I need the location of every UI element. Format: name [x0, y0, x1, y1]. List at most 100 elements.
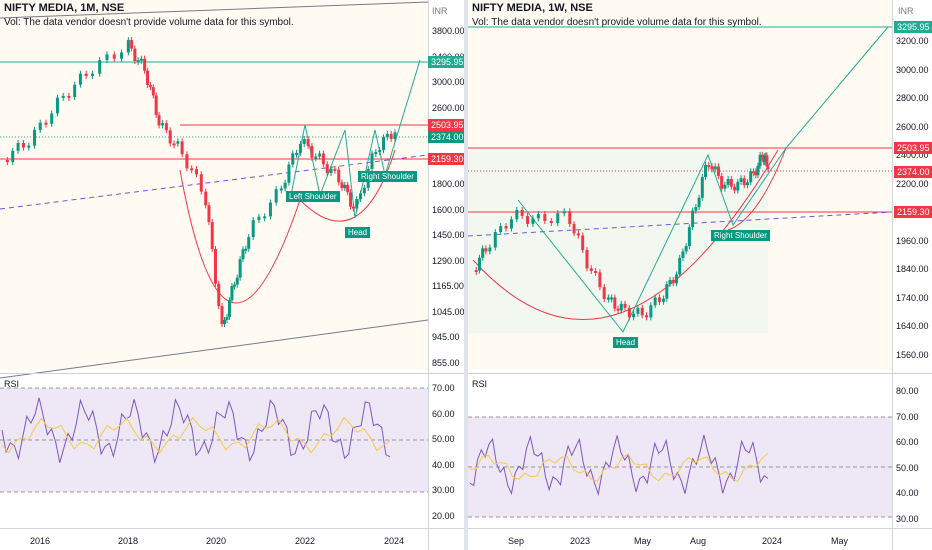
rprice-tick: 2400.00 — [896, 150, 929, 160]
candle-body — [257, 216, 261, 221]
left-resistance-badge: 2503.95 — [428, 119, 464, 131]
candle-body — [758, 154, 762, 166]
candle-body — [295, 152, 299, 155]
candle-body — [484, 248, 488, 252]
candle-body — [90, 73, 94, 76]
right-rsi-label: RSI — [472, 379, 488, 389]
lprice-tick: 1165.00 — [432, 281, 464, 291]
candle-body — [742, 178, 746, 186]
candle-body — [73, 84, 77, 98]
r-trend-dashed-line — [468, 211, 893, 237]
right-time-tick: May — [634, 536, 652, 546]
candle-body — [760, 154, 764, 158]
candle-body — [668, 279, 672, 285]
candle-body — [610, 297, 614, 300]
left-chart-canvas[interactable] — [0, 0, 464, 550]
candle-body — [393, 132, 397, 139]
lprice-tick: 1290.00 — [432, 255, 464, 266]
chart-separator[interactable] — [464, 0, 468, 550]
candle-body — [745, 182, 749, 186]
right-chart-canvas[interactable] — [468, 0, 932, 550]
candle-body — [217, 283, 221, 307]
candle-body — [733, 186, 737, 191]
candle-body — [78, 73, 82, 85]
candle-body — [241, 249, 245, 260]
candle-body — [180, 141, 184, 155]
rprice-tick: 2200.00 — [896, 178, 929, 189]
candle-body — [16, 142, 20, 151]
candle-body — [504, 226, 508, 229]
candle-body — [343, 184, 347, 189]
candle-body — [126, 40, 130, 53]
candle-body — [207, 205, 211, 223]
candle-body — [21, 142, 25, 148]
candle-body — [636, 307, 640, 314]
candle-body — [139, 58, 143, 61]
candle-body — [382, 137, 386, 151]
candle-body — [210, 222, 214, 250]
candle-body — [310, 145, 314, 158]
candle-body — [598, 272, 602, 288]
left-time-tick: 2018 — [118, 536, 139, 546]
rrsiaxis-tick: 70.00 — [896, 411, 919, 422]
candle-body — [623, 303, 627, 308]
candle-body — [704, 164, 708, 178]
candle-body — [766, 166, 770, 170]
candle-body — [61, 95, 65, 98]
candle-body — [359, 193, 363, 199]
candle-body — [148, 85, 152, 88]
candle-body — [649, 305, 653, 318]
candle-body — [385, 133, 389, 138]
candle-body — [697, 197, 701, 208]
candle-body — [244, 248, 248, 251]
candle-body — [674, 274, 678, 284]
left-chart-panel[interactable]: NIFTY MEDIA, 1M, NSE Vol: The data vendo… — [0, 0, 464, 550]
candle-body — [230, 285, 234, 301]
right-chart-panel[interactable]: NIFTY MEDIA, 1W, NSE Vol: The data vendo… — [468, 0, 932, 550]
candle-body — [222, 319, 226, 325]
lprice-tick: 1800.00 — [432, 179, 464, 189]
rprice-tick: 3000.00 — [896, 64, 929, 75]
candle-body — [157, 114, 161, 126]
candle-body — [318, 153, 322, 157]
candle-body — [67, 95, 71, 98]
lprice-tick: 855.00 — [432, 357, 460, 368]
candle-body — [619, 303, 623, 311]
candle-body — [627, 307, 631, 318]
candle-body — [581, 235, 585, 250]
rprice-tick: 1640.00 — [896, 321, 929, 331]
candle-body — [204, 191, 208, 206]
lprice-tick: 945.00 — [432, 332, 460, 342]
channel-upper-line — [0, 1, 429, 19]
candle-body — [616, 308, 620, 311]
candle-body — [168, 130, 172, 144]
candle-body — [251, 220, 255, 238]
candle-body — [238, 259, 242, 278]
candle-body — [105, 54, 109, 61]
candle-body — [549, 221, 553, 224]
candle-body — [362, 187, 366, 194]
left-shoulder-tag: Left Shoulder — [286, 191, 340, 202]
candle-body — [640, 307, 644, 316]
rprice-tick: 2600.00 — [896, 121, 929, 132]
candle-body — [665, 284, 669, 299]
candle-body — [488, 247, 492, 252]
right-time-tick: May — [831, 536, 849, 546]
right-right-shoulder-tag: Right Shoulder — [711, 230, 770, 241]
candle-body — [306, 139, 310, 146]
candle-body — [691, 210, 695, 228]
left-currency-label: INR — [432, 6, 448, 16]
right-time-tick: Aug — [690, 536, 707, 546]
r-pattern-zigzag — [517, 26, 889, 333]
right-time-tick: 2024 — [762, 536, 783, 546]
candle-body — [752, 171, 756, 174]
candle-body — [723, 184, 727, 189]
left-chart-title: NIFTY MEDIA, 1M, NSE — [4, 2, 125, 14]
lprice-tick: 1600.00 — [432, 204, 464, 215]
left-time-tick: 2024 — [384, 536, 405, 546]
candle-body — [493, 232, 497, 248]
right-time-tick: Sep — [508, 536, 525, 546]
candle-body — [632, 313, 636, 318]
candle-body — [133, 48, 137, 62]
right-candles — [474, 151, 770, 321]
